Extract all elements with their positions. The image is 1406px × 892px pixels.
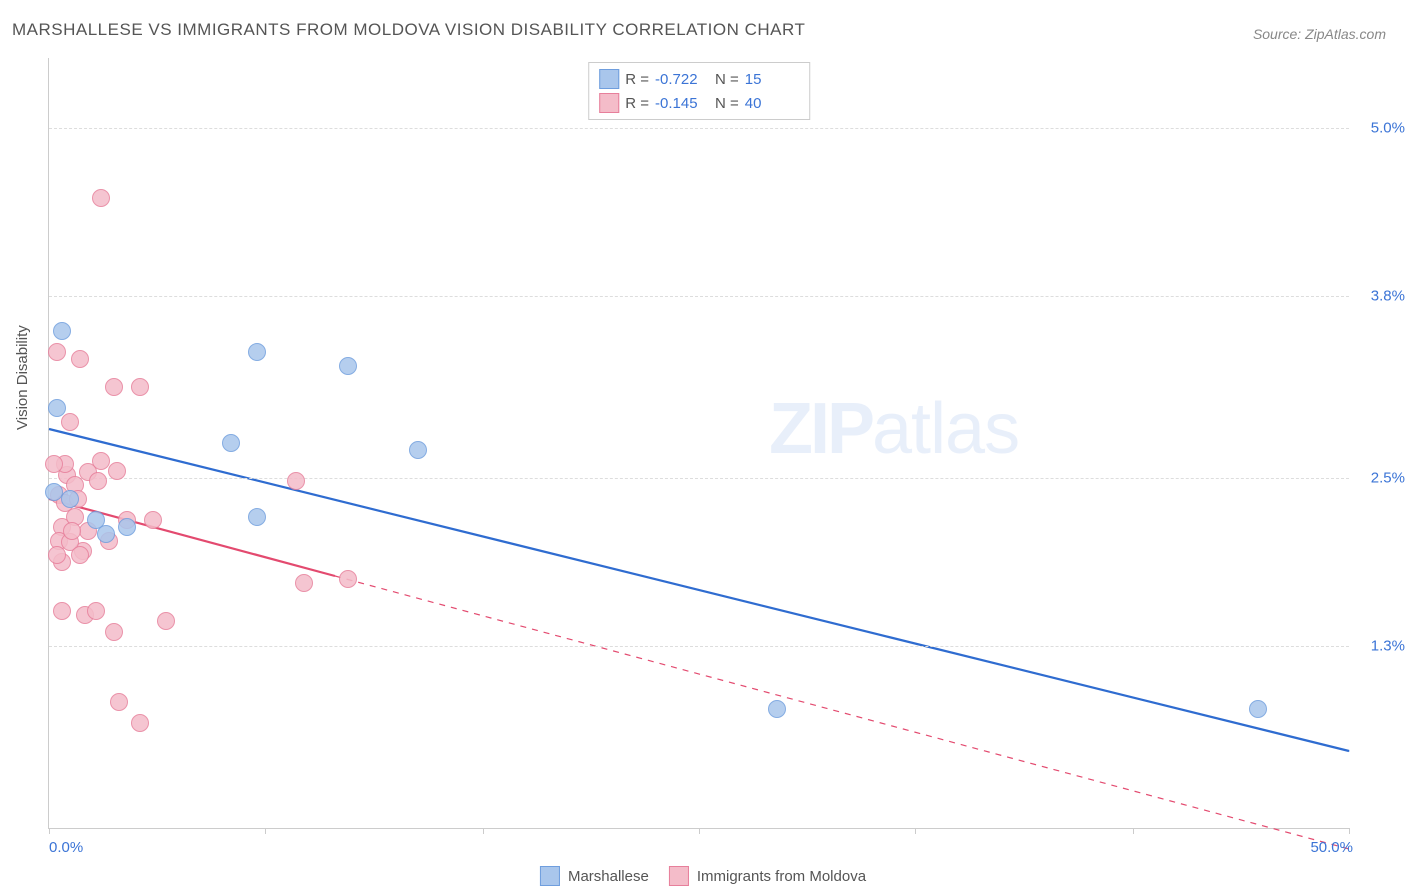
swatch-series1 <box>540 866 560 886</box>
data-point <box>63 522 81 540</box>
data-point <box>339 357 357 375</box>
swatch-series2 <box>599 93 619 113</box>
data-point <box>71 350 89 368</box>
series2-name: Immigrants from Moldova <box>697 868 866 885</box>
y-tick-label: 5.0% <box>1355 120 1405 137</box>
data-point <box>222 434 240 452</box>
data-point <box>131 378 149 396</box>
x-tick-mark <box>1349 828 1350 834</box>
trend-lines-layer <box>49 58 1349 828</box>
data-point <box>144 511 162 529</box>
source-label: Source: ZipAtlas.com <box>1253 26 1386 42</box>
gridline-h <box>49 478 1349 479</box>
x-tick-mark <box>483 828 484 834</box>
legend-row-series2: R = -0.145 N = 40 <box>599 91 799 115</box>
data-point <box>97 525 115 543</box>
data-point <box>61 490 79 508</box>
data-point <box>53 322 71 340</box>
swatch-series1 <box>599 69 619 89</box>
data-point <box>1249 700 1267 718</box>
data-point <box>295 574 313 592</box>
data-point <box>71 546 89 564</box>
y-tick-label: 2.5% <box>1355 470 1405 487</box>
r-value-series2: -0.145 <box>655 95 709 112</box>
legend-row-series1: R = -0.722 N = 15 <box>599 67 799 91</box>
x-tick-mark <box>699 828 700 834</box>
n-label: N = <box>715 95 739 112</box>
data-point <box>768 700 786 718</box>
data-point <box>409 441 427 459</box>
data-point <box>53 602 71 620</box>
data-point <box>92 452 110 470</box>
data-point <box>105 378 123 396</box>
data-point <box>157 612 175 630</box>
gridline-h <box>49 646 1349 647</box>
data-point <box>92 189 110 207</box>
data-point <box>248 343 266 361</box>
data-point <box>45 455 63 473</box>
gridline-h <box>49 296 1349 297</box>
data-point <box>89 472 107 490</box>
data-point <box>61 413 79 431</box>
legend-item-series2: Immigrants from Moldova <box>669 866 866 886</box>
correlation-legend: R = -0.722 N = 15 R = -0.145 N = 40 <box>588 62 810 120</box>
data-point <box>131 714 149 732</box>
data-point <box>118 518 136 536</box>
data-point <box>87 602 105 620</box>
legend-item-series1: Marshallese <box>540 866 649 886</box>
n-value-series1: 15 <box>745 71 799 88</box>
n-label: N = <box>715 71 739 88</box>
y-tick-label: 1.3% <box>1355 638 1405 655</box>
data-point <box>248 508 266 526</box>
data-point <box>48 343 66 361</box>
data-point <box>108 462 126 480</box>
x-tick-mark <box>1133 828 1134 834</box>
y-axis-label: Vision Disability <box>14 325 31 430</box>
x-tick-mark <box>915 828 916 834</box>
data-point <box>110 693 128 711</box>
chart-plot-area: ZIPatlas R = -0.722 N = 15 R = -0.145 N … <box>48 58 1349 829</box>
series1-name: Marshallese <box>568 868 649 885</box>
swatch-series2 <box>669 866 689 886</box>
x-tick-mark <box>265 828 266 834</box>
y-tick-label: 3.8% <box>1355 288 1405 305</box>
gridline-h <box>49 128 1349 129</box>
chart-title: MARSHALLESE VS IMMIGRANTS FROM MOLDOVA V… <box>12 20 805 40</box>
data-point <box>48 399 66 417</box>
series-legend: Marshallese Immigrants from Moldova <box>540 866 866 886</box>
r-value-series1: -0.722 <box>655 71 709 88</box>
r-label: R = <box>625 71 649 88</box>
r-label: R = <box>625 95 649 112</box>
x-tick-label: 50.0% <box>1310 839 1353 856</box>
x-tick-mark <box>49 828 50 834</box>
data-point <box>105 623 123 641</box>
x-tick-label: 0.0% <box>49 839 83 856</box>
n-value-series2: 40 <box>745 95 799 112</box>
data-point <box>287 472 305 490</box>
data-point <box>339 570 357 588</box>
